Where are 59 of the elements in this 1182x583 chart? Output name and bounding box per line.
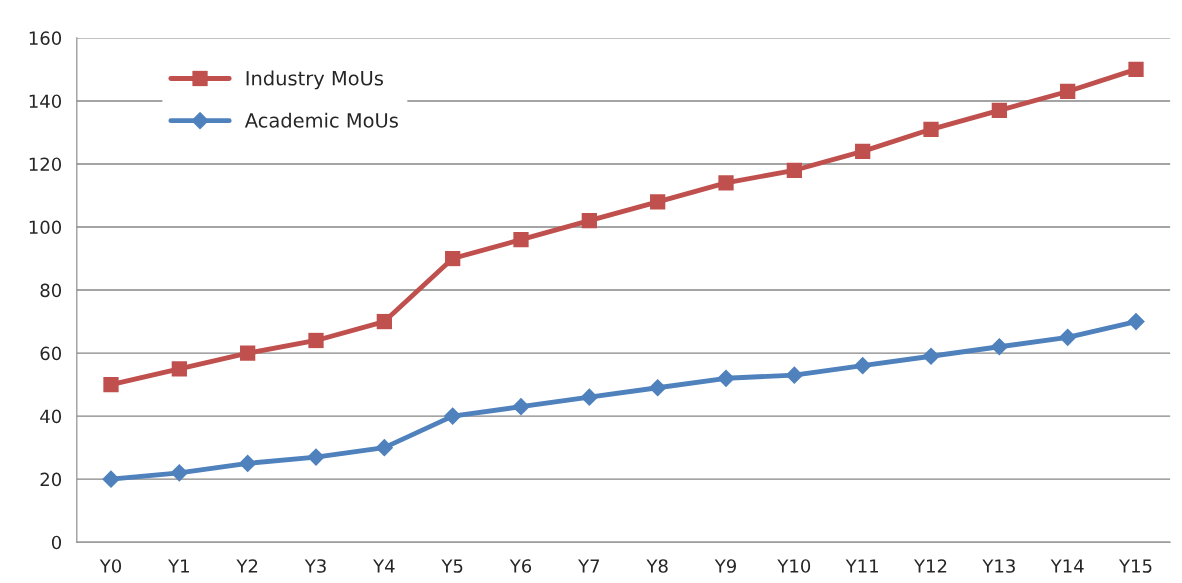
x-tick-label: Y13 (982, 559, 1015, 573)
x-tick-label: Y12 (913, 559, 947, 573)
point (580, 388, 599, 407)
point (1127, 312, 1145, 331)
point (990, 337, 1009, 356)
point (170, 464, 189, 482)
point (648, 378, 667, 397)
point (991, 102, 1007, 119)
point (307, 448, 325, 466)
legend-label: Industry MoUs (246, 70, 383, 90)
x-tick-label: Y7 (578, 559, 600, 573)
point (1060, 83, 1076, 100)
x-tick-label: Y11 (845, 559, 879, 573)
point (922, 347, 940, 366)
y-tick-label: 120 (29, 157, 62, 172)
point (581, 213, 597, 229)
point (445, 250, 461, 267)
y-tick-label: 0 (51, 535, 62, 550)
point (171, 361, 187, 377)
x-tick-label: Y8 (646, 559, 668, 573)
point (308, 332, 324, 349)
x-tick-label: Y10 (777, 559, 811, 573)
point (103, 376, 119, 393)
point (853, 356, 872, 375)
point (718, 175, 734, 191)
y-tick-label: 140 (29, 94, 62, 109)
y-tick-label: 60 (40, 346, 62, 361)
point (855, 143, 871, 159)
point (443, 407, 462, 425)
x-tick-label: Y4 (373, 559, 395, 573)
y-tick-label: 160 (29, 31, 62, 46)
y-tick-label: 40 (40, 409, 62, 424)
point (785, 366, 804, 384)
x-tick-label: Y15 (1118, 559, 1152, 573)
point (238, 454, 257, 473)
x-tick-label: Y14 (1050, 559, 1084, 573)
x-tick-label: Y6 (509, 559, 532, 573)
point (240, 345, 256, 361)
point (102, 470, 120, 488)
point (513, 231, 529, 248)
point (375, 438, 394, 457)
y-tick-label: 80 (40, 283, 62, 298)
x-tick-label: Y1 (168, 559, 189, 573)
point (1128, 61, 1144, 78)
y-tick-label: 20 (40, 472, 62, 487)
point (923, 121, 939, 137)
legend-label: Academic MoUs (244, 112, 398, 128)
x-tick-label: Y2 (236, 559, 258, 573)
point (650, 194, 666, 210)
y-tick-label: 100 (29, 220, 62, 235)
point (512, 397, 530, 416)
x-tick-label: Y3 (304, 559, 326, 573)
x-tick-label: Y5 (441, 559, 463, 573)
x-tick-label: Y0 (99, 559, 122, 573)
point (786, 162, 802, 178)
point (1058, 328, 1077, 347)
point (717, 369, 735, 388)
x-tick-label: Y9 (714, 559, 736, 573)
point (376, 313, 392, 330)
